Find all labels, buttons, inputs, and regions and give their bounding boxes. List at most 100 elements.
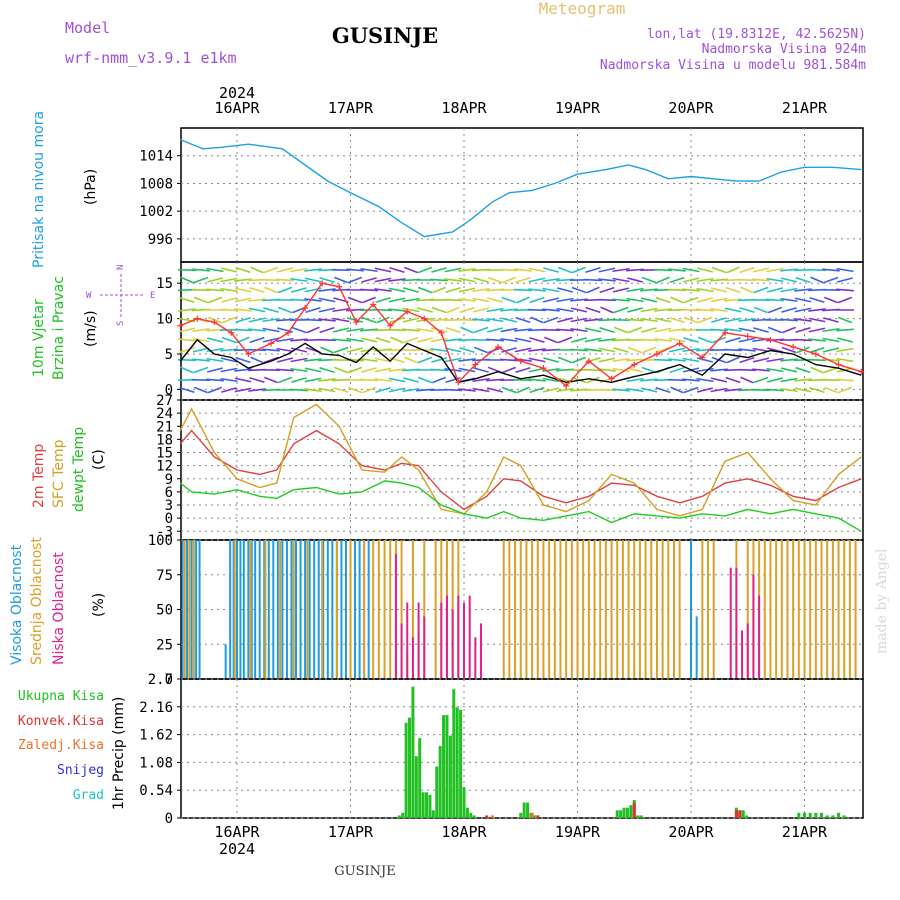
wind-arrow	[808, 327, 826, 333]
wind-arrow	[403, 377, 419, 383]
precip-bar	[825, 815, 829, 818]
wind-arrow	[458, 388, 476, 392]
wind-arrow	[277, 306, 293, 314]
wind-arrow	[416, 327, 434, 333]
series-point	[676, 340, 683, 347]
series-point	[472, 361, 479, 368]
wind-arrow	[766, 367, 784, 373]
wind-arrow	[444, 368, 462, 372]
wind-arrow	[179, 296, 195, 304]
precip-bar	[837, 812, 841, 818]
wind-arrow	[514, 337, 532, 343]
wind-arrow	[417, 286, 433, 294]
chart-title: GUSINJE	[332, 23, 438, 48]
wind-arrow	[332, 327, 350, 333]
wind-arrow	[361, 277, 377, 283]
wind-arrow	[473, 326, 489, 334]
precip-bar	[636, 815, 640, 818]
wind-arrow	[528, 288, 546, 292]
wind-arrow	[627, 367, 643, 373]
series-point	[790, 343, 797, 350]
wind-arrow	[374, 367, 392, 373]
wind-arrows	[177, 266, 854, 394]
panel-frame	[180, 399, 864, 541]
wind-arrow	[655, 386, 671, 394]
precip-bar	[622, 807, 626, 818]
wind-arrow	[612, 287, 630, 293]
wind-arrow	[487, 387, 503, 393]
wind-arrow	[262, 317, 280, 323]
wind-arrow	[248, 388, 266, 392]
wind-arrow	[417, 266, 433, 274]
precip-bar	[803, 812, 806, 818]
wind-arrow	[430, 318, 448, 322]
wind-arrow	[472, 307, 490, 313]
wind-arrow	[290, 338, 308, 342]
wind-arrow	[807, 268, 827, 272]
wind-arrow	[808, 308, 826, 312]
wind-arrow	[444, 267, 462, 273]
wind-arrow	[179, 346, 195, 354]
wind-arrow	[738, 348, 756, 352]
y-tick-label: 0	[165, 382, 173, 398]
wind-arrow	[669, 366, 685, 374]
wind-arrow	[290, 388, 308, 392]
precip-bar	[814, 812, 818, 818]
wind-arrow	[514, 288, 532, 292]
precip-bar	[490, 815, 494, 818]
wind-arrow	[318, 288, 336, 292]
panel-frame	[180, 678, 864, 819]
wind-arrow	[514, 347, 532, 353]
wind-arrow	[249, 336, 265, 344]
wind-arrow	[264, 376, 278, 384]
precip-bar	[831, 815, 835, 818]
precip-bar	[397, 815, 401, 818]
wind-arrow	[514, 268, 532, 272]
wind-arrow	[808, 338, 826, 342]
wind-arrow	[627, 346, 643, 354]
wind-arrow	[249, 286, 265, 294]
wind-arrow	[404, 356, 418, 364]
wind-arrow	[640, 387, 658, 393]
wind-arrow	[458, 298, 476, 302]
legend-hail: Grad	[73, 788, 104, 803]
wind-arrow	[710, 307, 728, 313]
x-axis-top: 16APR 17APR 18APR 19APR 20APR 21APR 2024	[214, 84, 828, 117]
series-point	[245, 351, 252, 357]
x-tick-label-top: 19APR	[555, 99, 601, 117]
wind-arrow	[220, 348, 238, 352]
wind-arrow	[654, 338, 672, 342]
wind-arrow	[599, 286, 615, 294]
wind-arrow	[598, 368, 616, 372]
wind-arrow	[304, 367, 322, 373]
wind-arrow	[598, 278, 616, 282]
wind-arrow	[457, 318, 477, 322]
wind-arrow	[360, 267, 378, 273]
wind-arrow	[780, 318, 798, 322]
wind-arrow	[487, 327, 503, 333]
temp-ylabel-sfc: SFC Temp	[51, 439, 67, 508]
wind-arrow	[754, 306, 768, 314]
wind-arrow	[374, 288, 392, 292]
wind-arrow	[725, 286, 741, 294]
wind-arrow	[180, 366, 194, 374]
wind-arrow	[444, 278, 462, 282]
y-tick-label: 15	[156, 446, 173, 462]
wind-arrow	[528, 267, 546, 273]
precip-bar	[808, 812, 812, 818]
wind-arrow	[248, 307, 266, 313]
wind-arrow	[445, 326, 461, 334]
series-point	[699, 354, 706, 361]
wind-arrow	[670, 386, 684, 394]
wind-arrow	[696, 287, 714, 293]
wind-arrow	[584, 318, 602, 322]
wind-arrow	[388, 377, 406, 383]
wind-arrow	[317, 338, 337, 342]
wind-arrow	[402, 317, 420, 323]
wind-arrow	[542, 387, 560, 393]
x-tick-label-top: 20APR	[668, 99, 714, 117]
y-tick-label: 2.16	[139, 700, 173, 716]
wind-arrow	[291, 377, 307, 383]
precip-bar	[418, 738, 422, 818]
